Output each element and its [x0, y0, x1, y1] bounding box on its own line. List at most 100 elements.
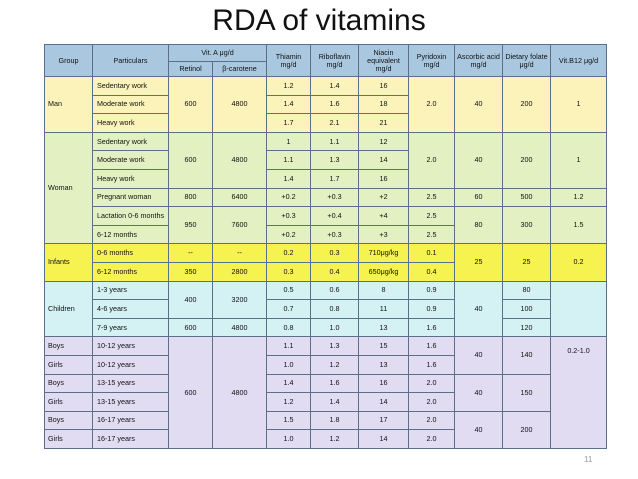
ascorbic-cell: 80: [454, 206, 504, 245]
thiamin-cell: 1.4: [266, 373, 312, 394]
particular-cell: 13-15 years: [92, 392, 169, 412]
riboflavin-cell: 1.2: [310, 354, 360, 375]
particular-cell: 7-9 years: [92, 317, 169, 338]
retinol-cell: 600: [168, 336, 213, 449]
particular-cell: 13-15 years: [92, 373, 169, 394]
riboflavin-cell: 1.4: [310, 392, 360, 412]
thiamin-cell: 1.7: [266, 113, 312, 133]
niacin-cell: 8: [358, 280, 410, 301]
riboflavin-cell: 1.4: [310, 76, 360, 96]
thiamin-cell: 1.1: [266, 336, 312, 356]
carotene-cell: 7600: [211, 206, 268, 245]
group-cell-boys: Boys: [44, 336, 93, 356]
particular-cell: Sedentary work: [92, 131, 169, 152]
page-number: 11: [584, 455, 593, 464]
folate-cell: 80: [502, 280, 552, 301]
particular-cell: 0-6 months: [92, 243, 169, 263]
particular-cell: 16-17 years: [92, 429, 169, 449]
ascorbic-cell: 40: [454, 373, 504, 412]
particular-cell: 6-12 months: [92, 261, 169, 282]
retinol-cell: 600: [168, 317, 213, 338]
header-beta-carotene: β-carotene: [211, 61, 268, 77]
pyridoxin-cell: 0.9: [408, 299, 456, 319]
particular-cell: Lactation 0-6 months: [92, 206, 169, 226]
table-row: Woman Sedentary work 600 4800 1 1.1 12 2…: [44, 131, 608, 245]
riboflavin-cell: 1.1: [310, 131, 360, 152]
thiamin-cell: +0.3: [266, 206, 312, 226]
thiamin-cell: 1.4: [266, 94, 312, 115]
folate-cell: 100: [502, 299, 552, 319]
table-row: Boys 10-12 years 600 4800 1.1 1.3 15 1.6…: [44, 336, 608, 449]
thiamin-cell: 1.0: [266, 429, 312, 449]
thiamin-cell: 0.3: [266, 261, 312, 282]
group-cell-girls: Girls: [44, 429, 93, 449]
thiamin-cell: 1.2: [266, 392, 312, 412]
pyridoxin-cell: 2.0: [408, 373, 456, 394]
header-vit-a: Vit. A μg/d: [167, 44, 268, 62]
ascorbic-cell: 25: [454, 243, 504, 282]
folate-cell: 200: [502, 131, 552, 189]
retinol-cell: 600: [168, 131, 213, 189]
header-group: Group: [44, 44, 93, 77]
folate-cell: 150: [502, 373, 552, 412]
retinol-cell: --: [168, 243, 213, 263]
niacin-cell: 14: [358, 392, 410, 412]
retinol-cell: 350: [168, 261, 213, 282]
header-dietary-folate: Dietary folate μg/d: [502, 44, 552, 77]
thiamin-cell: +0.2: [266, 187, 312, 208]
header-ascorbic-acid: Ascorbic acid mg/d: [454, 44, 504, 77]
folate-cell: 25: [502, 243, 552, 282]
thiamin-cell: 1.2: [266, 76, 312, 96]
carotene-cell: --: [211, 243, 268, 263]
folate-cell: 140: [502, 336, 552, 375]
retinol-cell: 400: [168, 280, 213, 319]
particular-cell: Heavy work: [92, 113, 169, 133]
b12-cell: 1.5: [550, 206, 608, 245]
header-particulars: Particulars: [92, 44, 169, 77]
table-row: Children 1-3 years 400 3200 0.5 0.6 8 0.…: [44, 280, 608, 338]
header-pyridoxin: Pyridoxin mg/d: [408, 44, 456, 77]
particular-cell: 16-17 years: [92, 410, 169, 431]
b12-cell: [550, 280, 608, 338]
ascorbic-cell: 40: [454, 76, 504, 133]
b12-cell: 1.2: [550, 187, 608, 208]
table-row: Boys 13-15 years 1.4 1.6 16 2.0 40 150: [44, 373, 607, 412]
carotene-cell: 4800: [211, 76, 268, 133]
thiamin-cell: 0.7: [266, 299, 312, 319]
thiamin-cell: 0.8: [266, 317, 312, 338]
table-row: Man Sedentary work 600 4800 1.2 1.4 16 2…: [44, 76, 608, 133]
riboflavin-cell: 1.6: [310, 94, 360, 115]
pyridoxin-cell: 2.0: [408, 429, 456, 449]
group-cell-children: Children: [44, 280, 93, 338]
carotene-cell: 6400: [211, 187, 268, 208]
thiamin-cell: 0.5: [266, 280, 312, 301]
group-cell-woman: Woman: [44, 131, 93, 245]
ascorbic-cell: 40: [454, 336, 504, 375]
folate-cell: 300: [502, 206, 552, 245]
header-vit-b12: Vit.B12 μg/d: [550, 44, 608, 77]
riboflavin-cell: 0.4: [310, 261, 360, 282]
particular-cell: Moderate work: [92, 150, 169, 170]
pyridoxin-cell: 0.4: [408, 261, 456, 282]
particular-cell: 4-6 years: [92, 299, 169, 319]
ascorbic-cell: 40: [454, 131, 504, 189]
riboflavin-cell: 1.7: [310, 168, 360, 189]
niacin-cell: 18: [358, 94, 410, 115]
carotene-cell: 3200: [211, 280, 268, 319]
folate-cell: 200: [502, 76, 552, 133]
header-niacin: Niacin equivalent mg/d: [358, 44, 410, 77]
particular-cell: 10-12 years: [92, 354, 169, 375]
b12-cell: 0.2: [550, 243, 608, 282]
niacin-cell: 13: [358, 317, 410, 338]
folate-cell: 200: [502, 410, 552, 449]
pyridoxin-cell: 1.6: [408, 354, 456, 375]
carotene-cell: 4800: [211, 336, 268, 449]
group-cell-girls: Girls: [44, 354, 93, 375]
table-row: Pregnant woman 800 6400 +0.2 +0.3 +2 2.5…: [44, 187, 608, 208]
niacin-cell: 15: [358, 336, 410, 356]
niacin-cell: +4: [358, 206, 410, 226]
thiamin-cell: 1.5: [266, 410, 312, 431]
riboflavin-cell: +0.3: [310, 224, 360, 245]
riboflavin-cell: +0.3: [310, 187, 360, 208]
group-cell-man: Man: [44, 76, 93, 133]
